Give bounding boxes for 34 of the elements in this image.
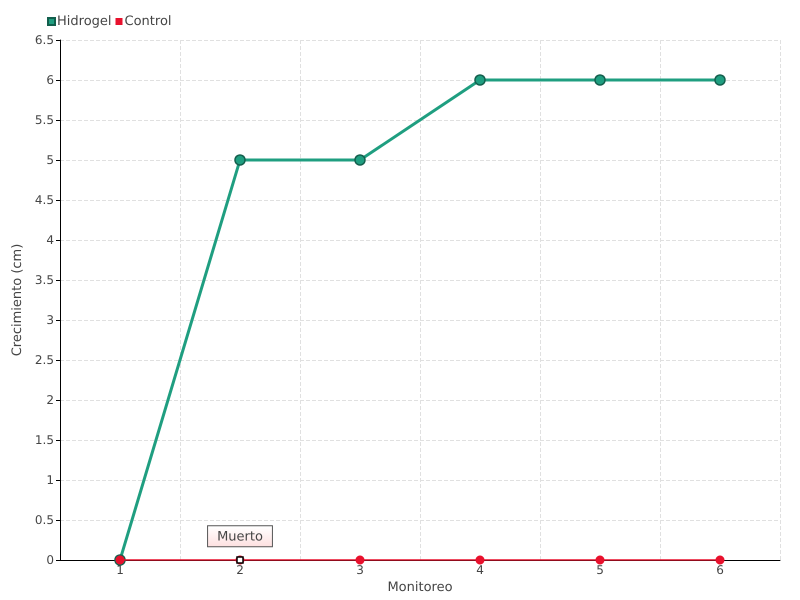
y-tick-label: 4.5	[34, 193, 54, 207]
point	[596, 556, 604, 564]
y-tick-label: 2	[46, 393, 54, 407]
x-tick-label: 1	[116, 563, 124, 577]
x-axis-title: Monitoreo	[387, 580, 453, 595]
y-axis-title: Crecimiento (cm)	[10, 244, 26, 356]
y-tick-label: 1.5	[34, 433, 54, 447]
y-tick-label: 4	[46, 233, 54, 247]
point	[474, 74, 486, 86]
point	[354, 154, 366, 166]
point	[716, 556, 724, 564]
x-tick-label: 2	[236, 563, 244, 577]
x-tick-label: 6	[716, 563, 724, 577]
y-tick-label: 0	[46, 553, 54, 567]
y-tick-label: 2.5	[34, 353, 54, 367]
y-tick-label: 1	[46, 473, 54, 487]
y-tick-label: 5.5	[34, 113, 54, 127]
point	[234, 154, 246, 166]
legend-label: Hidrogel	[57, 14, 112, 29]
x-tick-label: 4	[476, 563, 484, 577]
y-tick-label: 6.5	[34, 33, 54, 47]
point	[476, 556, 484, 564]
y-tick-label: 5	[46, 153, 54, 167]
y-tick-label: 3.5	[34, 273, 54, 287]
x-tick-label: 3	[356, 563, 364, 577]
point	[356, 556, 364, 564]
y-tick-label: 3	[46, 313, 54, 327]
y-tick-label: 0.5	[34, 513, 54, 527]
legend-label: Control	[124, 14, 172, 29]
point	[714, 74, 726, 86]
annotation: Muerto	[217, 529, 263, 544]
x-tick-label: 5	[596, 563, 604, 577]
y-tick-label: 6	[46, 73, 54, 87]
point	[594, 74, 606, 86]
